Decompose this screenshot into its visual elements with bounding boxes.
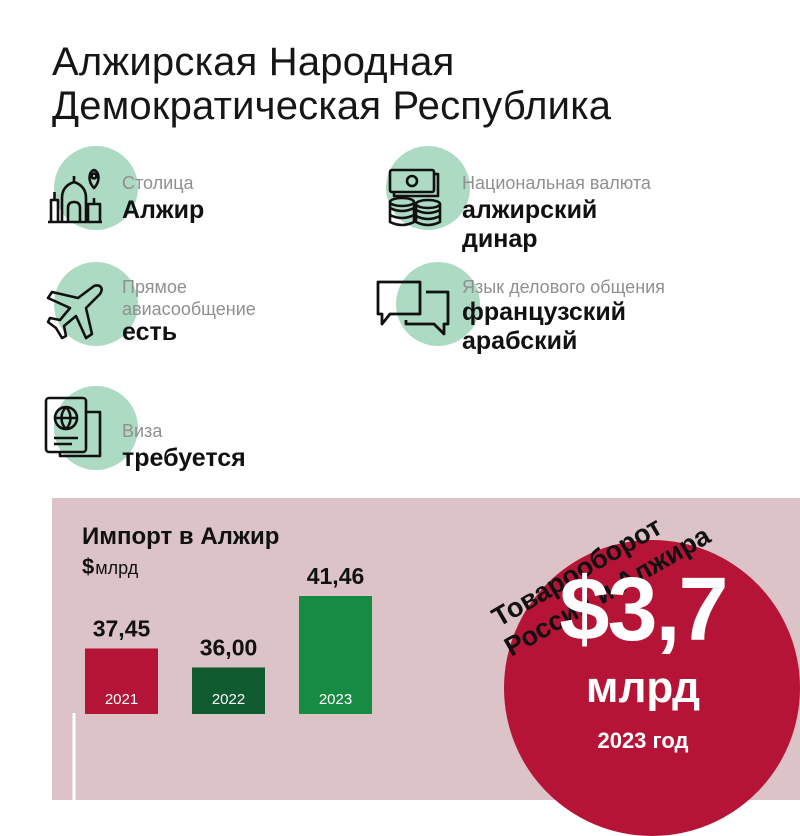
bar-category-label-2022: 2022 — [212, 691, 245, 708]
mosque-location-icon — [48, 168, 102, 224]
flights-value: есть — [122, 318, 178, 346]
trade-year: 2023 год — [597, 728, 689, 753]
passport-icon — [44, 396, 102, 458]
bar-category-label-2021: 2021 — [105, 691, 138, 708]
flights-label-line-2: авиасообщение — [122, 299, 256, 319]
chart-bars: 37,45 2021 36,00 2022 41,46 2023 — [85, 563, 372, 714]
money-coins-icon — [388, 168, 442, 227]
currency-value-line-2: динар — [462, 225, 538, 253]
currency-label: Национальная валюта — [462, 173, 651, 193]
flights-icon-bg — [54, 262, 138, 346]
bar-2023 — [299, 596, 372, 714]
flights-label-line-1: Прямое — [122, 277, 187, 297]
language-value-line-2: арабский — [462, 327, 578, 355]
chart-unit-symbol: $ — [82, 554, 94, 579]
trade-unit: млрд — [585, 663, 701, 712]
chart-title: Импорт в Алжир — [82, 523, 279, 550]
capital-label: Столица — [122, 173, 194, 193]
language-value-line-1: французский — [462, 298, 627, 326]
trade-amount: $3,7 — [559, 560, 728, 660]
bar-category-label-2023: 2023 — [319, 691, 352, 708]
trade-title-arc: Товарооборот России и Алжира — [487, 511, 716, 660]
bar-2021 — [85, 648, 158, 714]
visa-value: требуется — [122, 444, 246, 472]
page-title-line-2: Демократическая Республика — [52, 84, 612, 128]
language-label: Язык делового общения — [462, 277, 665, 297]
currency-value-line-1: алжирский — [462, 196, 598, 224]
language-icon-bg — [396, 262, 480, 346]
airplane-icon — [46, 284, 103, 340]
import-bar-chart: Импорт в Алжир $млрд 37,45 2021 36,00 2022 4… — [72, 523, 372, 800]
bar-value-label-2022: 36,00 — [200, 634, 258, 660]
bar-value-label-2021: 37,45 — [93, 615, 151, 641]
bar-value-label-2023: 41,46 — [307, 563, 365, 589]
page-title: Алжирская Народная Демократическая Респу… — [52, 40, 772, 128]
chart-unit-text: млрд — [95, 558, 138, 578]
chart-unit: $млрд — [82, 554, 139, 579]
page-title-line-1: Алжирская Народная — [52, 40, 455, 84]
trade-circle — [504, 540, 800, 836]
chat-bubbles-icon — [376, 280, 450, 336]
currency-icon-bg — [386, 146, 470, 230]
visa-label: Виза — [122, 421, 163, 441]
bar-2022 — [192, 667, 265, 714]
capital-value: Алжир — [122, 196, 205, 224]
